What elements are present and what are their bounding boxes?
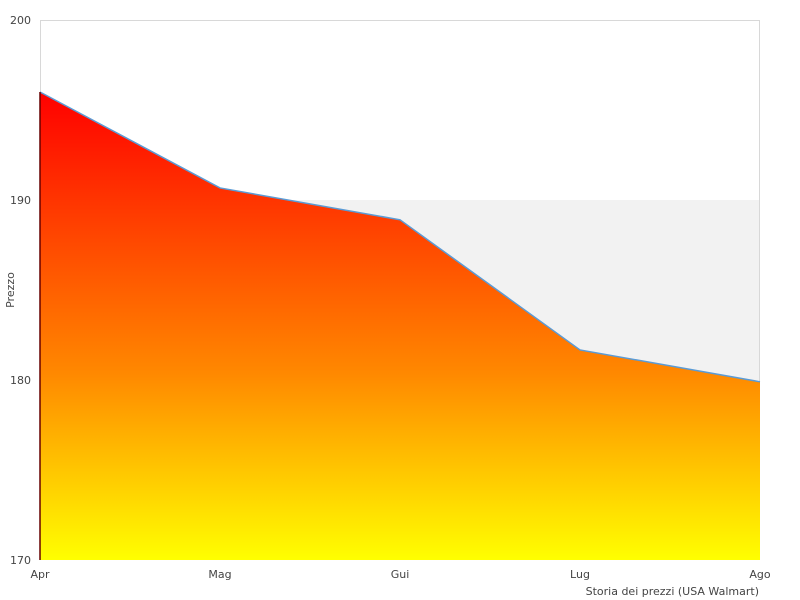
series-line — [39, 91, 761, 383]
y-axis-label: Prezzo — [4, 272, 17, 308]
x-tick-label: Apr — [30, 568, 50, 581]
x-tick-label: Gui — [391, 568, 410, 581]
y-tick-label: 180 — [10, 374, 31, 387]
area-fill — [40, 92, 760, 560]
y-tick-label: 200 — [10, 14, 31, 27]
x-tick-label: Lug — [570, 568, 590, 581]
x-tick-label: Mag — [208, 568, 231, 581]
x-axis-label: Storia dei prezzi (USA Walmart) — [586, 585, 759, 598]
y-tick-label: 190 — [10, 194, 31, 207]
y-tick-label: 170 — [10, 554, 31, 567]
x-tick-label: Ago — [749, 568, 771, 581]
